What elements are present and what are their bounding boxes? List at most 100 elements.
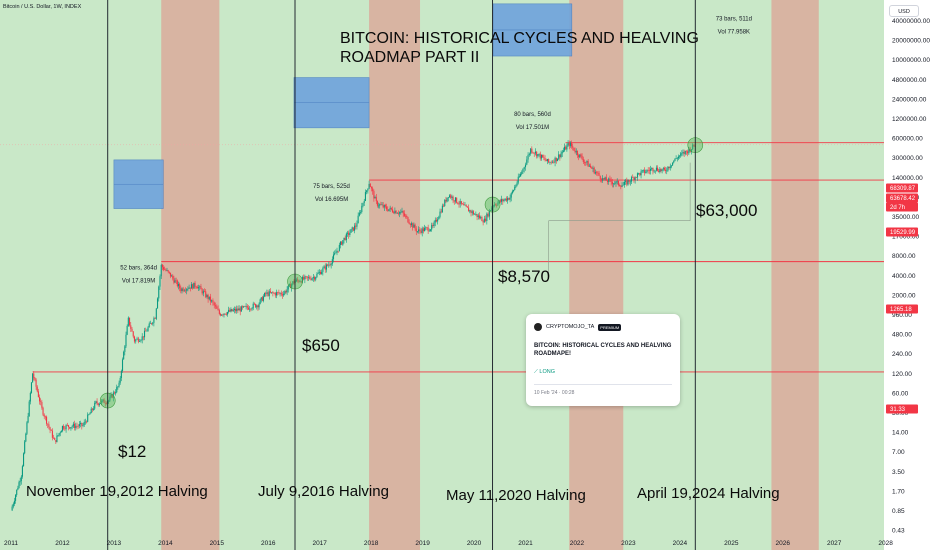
candle-body	[321, 271, 323, 275]
candle-body	[329, 264, 331, 266]
candle-body	[292, 281, 294, 285]
candle-body	[146, 330, 148, 332]
candle-body	[634, 177, 636, 181]
candle-body	[149, 323, 151, 324]
candle-body	[331, 259, 333, 264]
candle-body	[267, 292, 269, 296]
candle-body	[662, 167, 664, 170]
candle-body	[55, 440, 57, 442]
candle-body	[199, 286, 201, 288]
candle-body	[341, 241, 343, 245]
candle-body	[597, 172, 599, 174]
author-name[interactable]: CRYPTOMOJO_TA	[546, 324, 595, 330]
candle-body	[676, 158, 678, 159]
candle-body	[12, 503, 14, 507]
candle-body	[644, 169, 646, 173]
candle-body	[367, 188, 369, 191]
year-tick-label: 2025	[724, 540, 739, 547]
candle-body	[532, 152, 534, 153]
candle-body	[327, 264, 329, 266]
idea-card[interactable]: CRYPTOMOJO_TA PREMIUM BITCOIN: HISTORICA…	[526, 314, 680, 406]
candle-body	[444, 199, 446, 206]
price-tick-label: 140000.00	[892, 175, 923, 182]
candle-body	[560, 153, 562, 158]
candle-body	[657, 167, 659, 171]
candle-body	[239, 308, 241, 312]
candle-body	[278, 292, 280, 294]
candle-body	[427, 227, 429, 232]
candle-body	[221, 314, 223, 316]
candle-body	[596, 172, 598, 173]
candle-body	[264, 293, 266, 297]
candle-body	[57, 435, 59, 436]
candle-body	[173, 278, 175, 283]
candle-body	[348, 232, 350, 236]
candle-body	[523, 167, 525, 170]
price-axis-panel	[884, 0, 932, 550]
range-bars-label: 73 bars, 511d	[716, 17, 752, 23]
price-tag-bg	[886, 304, 918, 314]
candle-body	[492, 205, 494, 208]
price-tick-label: 20000000.00	[892, 38, 930, 45]
candle-body	[26, 422, 28, 434]
candle-body	[110, 394, 112, 397]
candle-body	[64, 428, 66, 430]
range-volume-label: Vol 16.695M	[315, 197, 348, 203]
candle-body	[11, 506, 13, 511]
candle-body	[623, 181, 625, 185]
candle-body	[323, 266, 325, 269]
candle-body	[402, 211, 404, 214]
candle-body	[485, 218, 487, 222]
candle-body	[65, 425, 67, 430]
year-tick-label: 2026	[776, 540, 791, 547]
chart-title-line2: ROADMAP PART II	[340, 49, 479, 66]
candle-body	[602, 178, 604, 181]
price-tick-label: 4800000.00	[892, 77, 927, 84]
candle-body	[269, 291, 272, 293]
currency-button[interactable]: USD	[889, 5, 919, 17]
candle-body	[555, 157, 557, 162]
candle-body	[517, 176, 519, 183]
price-tag-bg	[886, 202, 918, 212]
candle-body	[171, 275, 173, 277]
candle-body	[372, 188, 374, 192]
candle-body	[533, 152, 535, 154]
candle-body	[454, 197, 456, 202]
candle-body	[121, 359, 124, 371]
candle-body	[431, 224, 433, 230]
candle-body	[389, 207, 391, 210]
candle-body	[80, 422, 82, 425]
candle-body	[343, 237, 345, 241]
candle-body	[212, 300, 214, 303]
candle-body	[576, 150, 578, 156]
candle-body	[274, 293, 276, 296]
candle-body	[530, 148, 532, 154]
candle-body	[330, 263, 332, 266]
candle-body	[446, 197, 448, 202]
candle-body	[677, 156, 679, 159]
candle-body	[243, 306, 245, 308]
divider	[534, 384, 672, 385]
candle-body	[401, 211, 403, 213]
candle-body	[196, 286, 198, 289]
candle-body	[37, 391, 39, 398]
year-tick-label: 2023	[621, 540, 636, 547]
candle-body	[652, 168, 654, 172]
candle-body	[592, 167, 594, 169]
candle-body	[378, 205, 380, 207]
price-tick-label: 2000.00	[892, 292, 916, 299]
idea-title[interactable]: BITCOIN: HISTORICAL CYCLES AND HEALVING …	[534, 343, 672, 357]
candle-body	[74, 423, 76, 429]
candle-body	[289, 284, 292, 289]
candle-body	[651, 168, 653, 169]
price-tag-label: 1265.18	[890, 307, 912, 313]
candle-body	[116, 387, 118, 393]
candle-body	[551, 161, 554, 163]
candle-body	[386, 206, 388, 210]
candle-body	[556, 158, 559, 162]
candle-body	[166, 270, 168, 271]
candle-body	[373, 191, 375, 199]
candle-body	[312, 277, 314, 279]
